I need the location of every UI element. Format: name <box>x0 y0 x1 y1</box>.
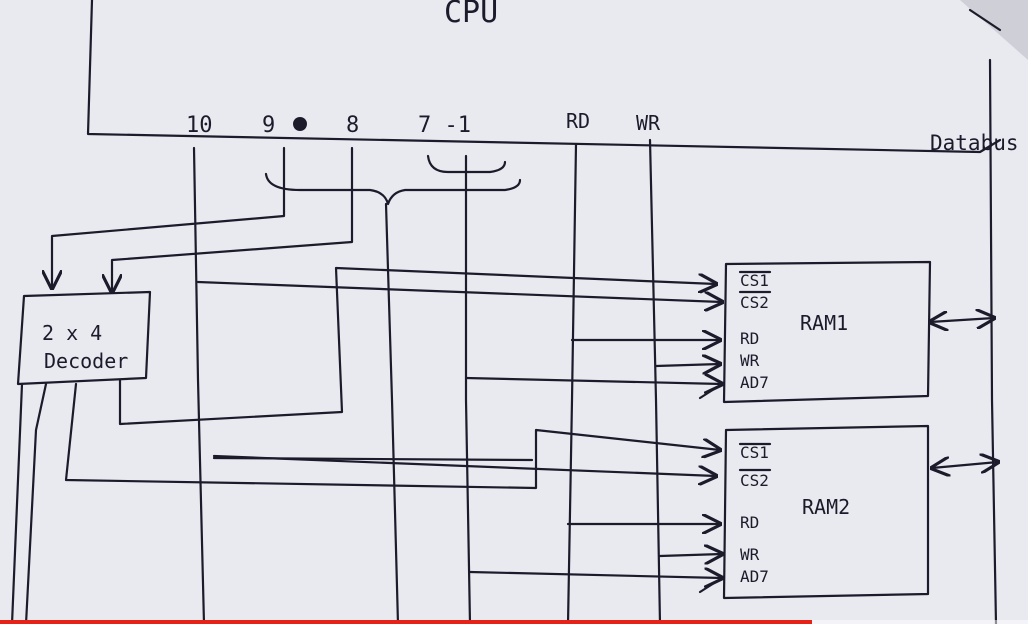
ram2-pin-cs2: CS2 <box>740 471 769 490</box>
ram2-block: CS1 CS2 RD WR AD7 RAM2 <box>722 424 930 600</box>
ram1-block: CS1 CS2 RD WR AD7 RAM1 <box>722 260 932 404</box>
video-progress-fill <box>0 620 813 624</box>
video-progress-bar[interactable] <box>0 620 1028 624</box>
ram1-pin-cs2: CS2 <box>740 293 769 312</box>
address-pin-9-label: 9 <box>262 113 275 138</box>
cpu-pin-labels: 10 9 8 7 -1 RD WR Databus <box>186 109 1019 155</box>
decoder-block: 2 x 4 Decoder <box>10 266 720 624</box>
ram2-pin-ad7: AD7 <box>740 567 769 586</box>
address-pin-7-1-label: 7 -1 <box>418 113 471 138</box>
address-pin-8-label: 8 <box>346 113 359 138</box>
address-braces <box>264 154 522 206</box>
cpu-label: CPU <box>444 0 498 30</box>
cpu-block: CPU <box>86 0 1002 154</box>
ram2-wiring <box>212 456 998 594</box>
ink-blot <box>293 117 307 131</box>
address-pin-10-label: 10 <box>186 113 213 138</box>
ram1-pin-wr: WR <box>740 351 760 370</box>
wr-pin-label: WR <box>636 111 661 135</box>
ram2-pin-wr: WR <box>740 545 760 564</box>
ram2-pin-rd: RD <box>740 513 759 532</box>
decoder-label-line1: 2 x 4 <box>42 321 102 345</box>
ram2-pin-cs1: CS1 <box>740 443 769 462</box>
ram1-wiring <box>196 280 994 400</box>
ram1-pin-cs1: CS1 <box>740 271 769 290</box>
bus-lines <box>52 58 998 624</box>
ram1-pin-ad7: AD7 <box>740 373 769 392</box>
rd-pin-label: RD <box>566 109 590 133</box>
ram2-label: RAM2 <box>802 495 850 519</box>
databus-label: Databus <box>930 131 1019 155</box>
ram1-pin-rd: RD <box>740 329 759 348</box>
decoder-label-line2: Decoder <box>44 349 128 373</box>
ram1-label: RAM1 <box>800 311 848 335</box>
